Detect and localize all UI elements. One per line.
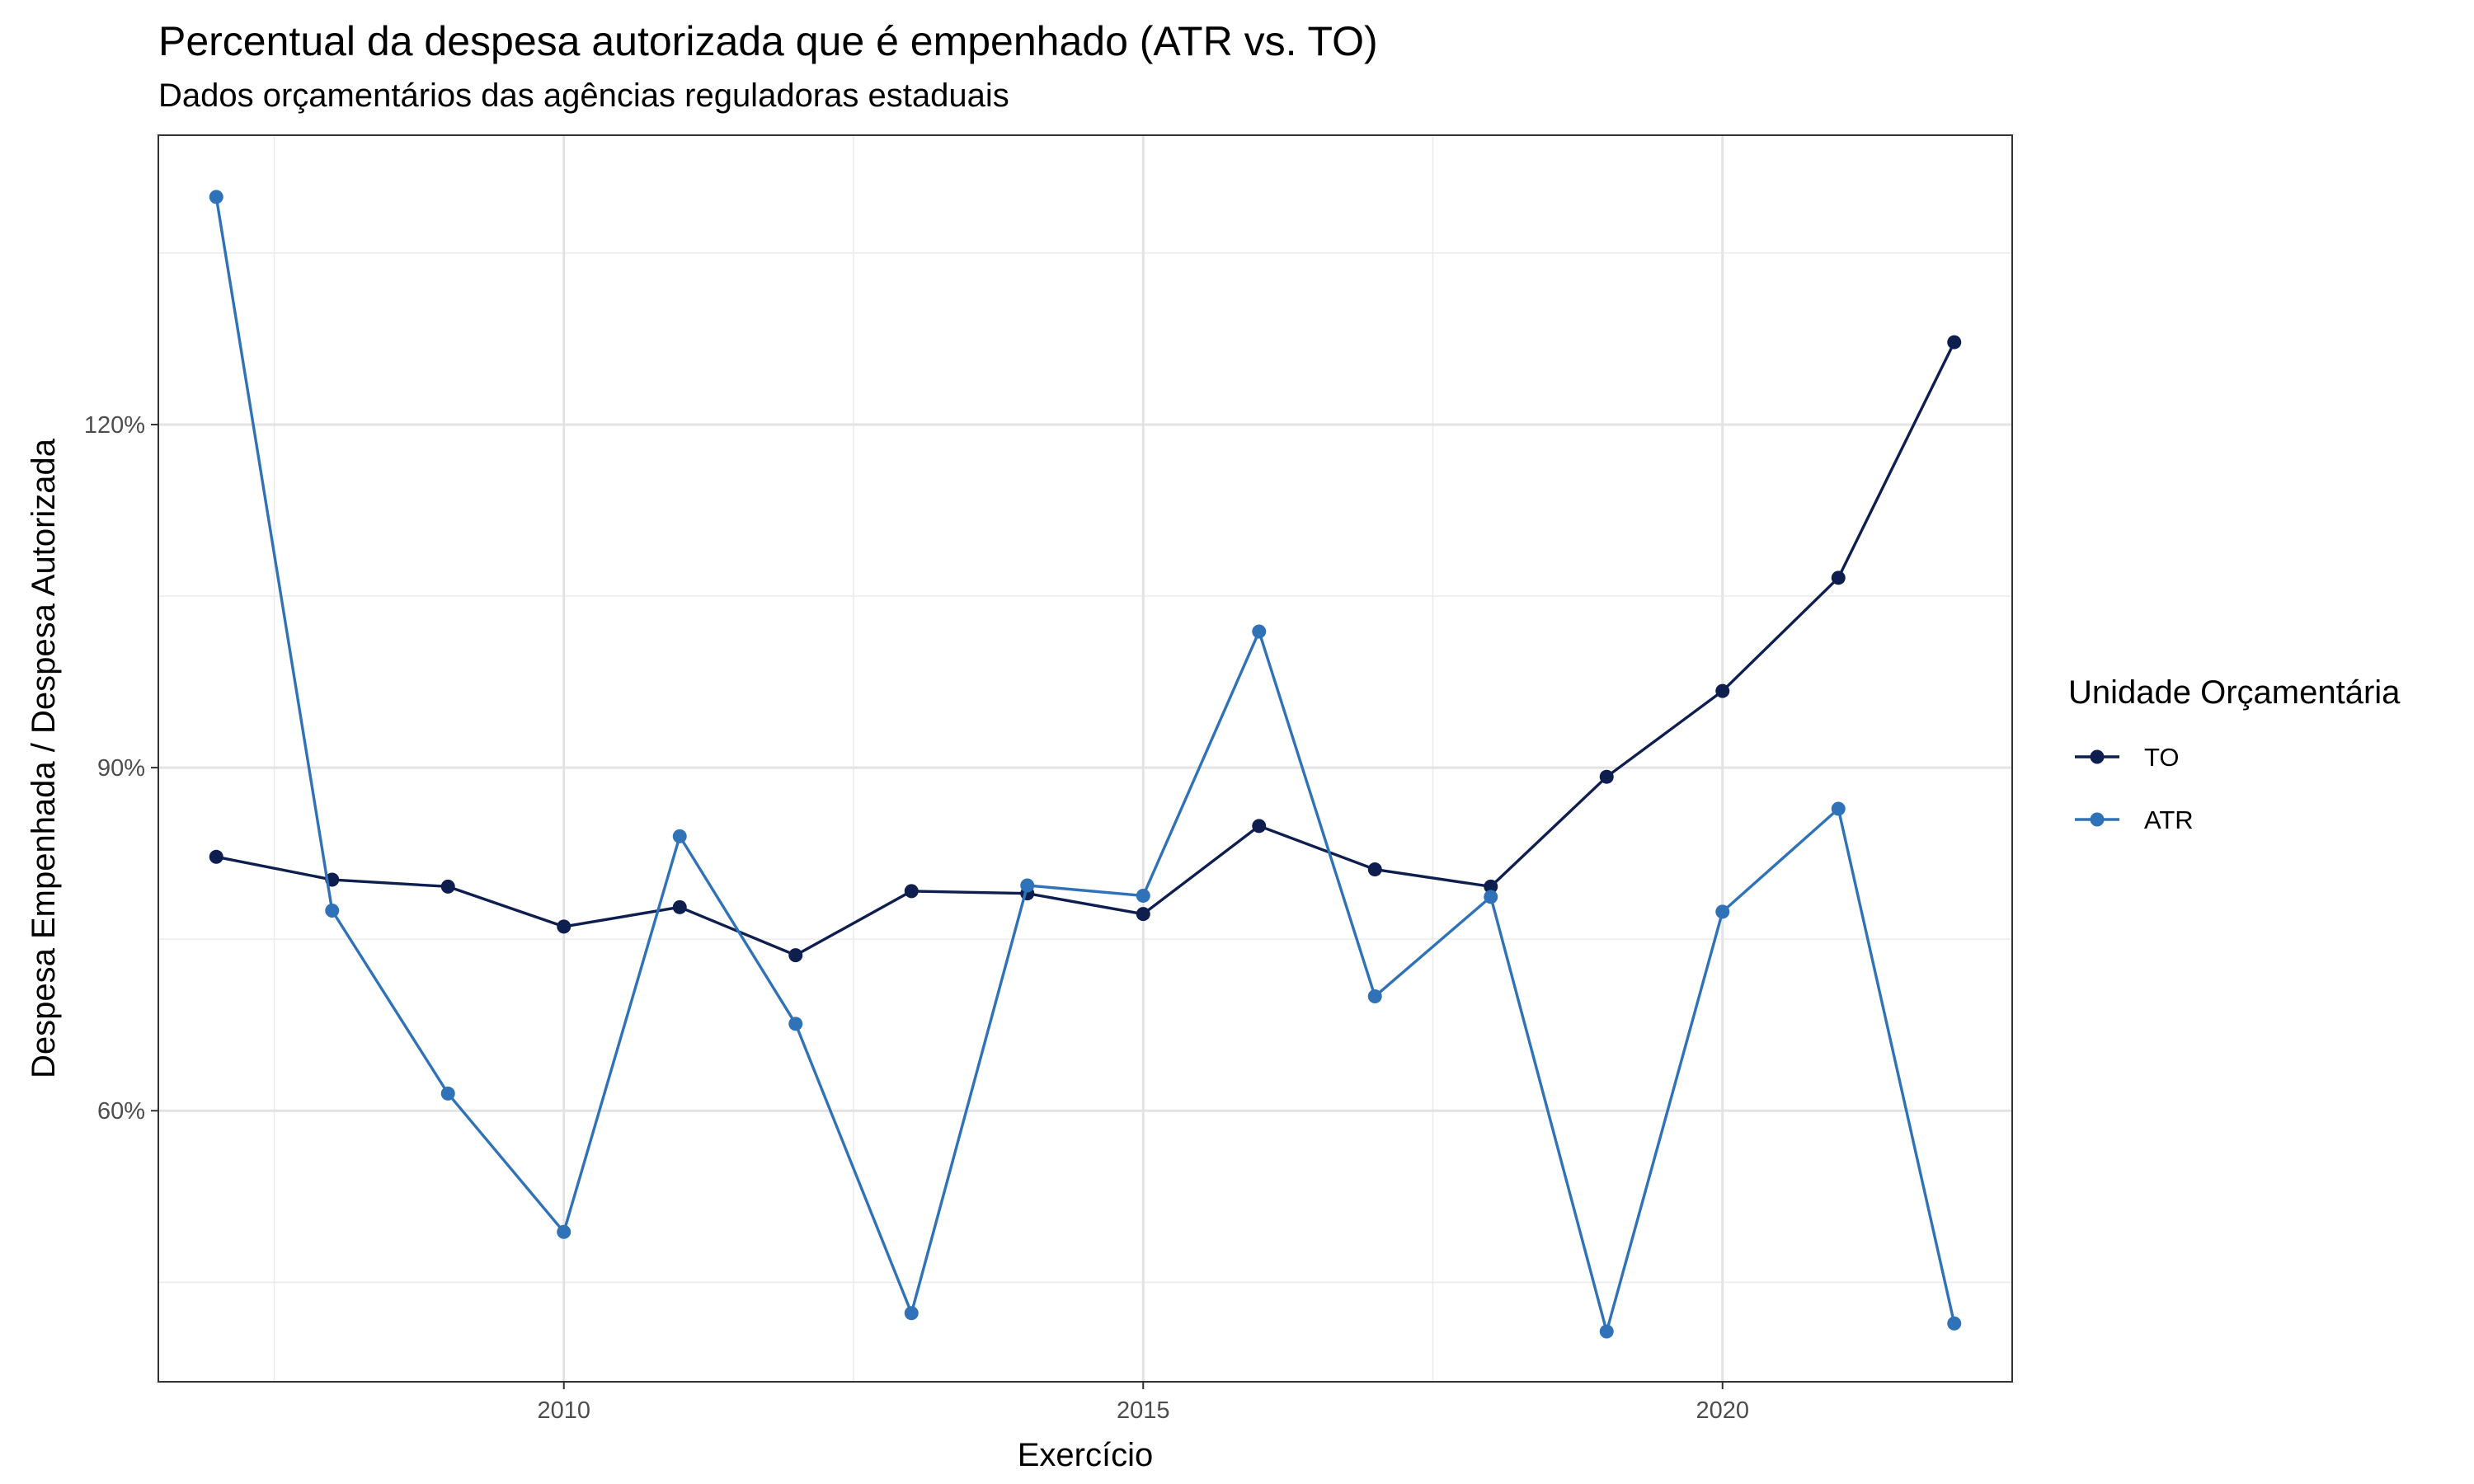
data-point-to — [209, 849, 223, 864]
data-point-atr — [904, 1306, 919, 1321]
grid-lines — [158, 135, 2013, 1382]
y-tick-label: 120% — [84, 412, 145, 439]
series-atr — [209, 190, 1962, 1339]
data-point-to — [1252, 819, 1267, 834]
chart-subtitle: Dados orçamentários das agências regulad… — [158, 77, 1009, 114]
legend-key-point — [2090, 812, 2105, 827]
y-tick-label: 60% — [97, 1098, 145, 1125]
data-point-atr — [1599, 1324, 1614, 1339]
data-point-to — [904, 884, 919, 899]
legend-items: TO ATR — [2075, 743, 2194, 834]
data-point-atr — [1136, 888, 1150, 903]
series-to — [209, 335, 1962, 963]
data-point-to — [1715, 683, 1730, 698]
data-point-to — [1947, 335, 1962, 350]
chart-title: Percentual da despesa autorizada que é e… — [158, 18, 1378, 64]
legend-label: ATR — [2144, 805, 2194, 834]
data-point-atr — [1831, 801, 1846, 816]
data-point-to — [1599, 769, 1614, 784]
data-point-to — [672, 899, 687, 914]
data-point-atr — [209, 190, 223, 204]
data-point-to — [788, 948, 803, 963]
plot-panel-background — [158, 135, 2012, 1382]
x-tick-label: 2010 — [537, 1397, 590, 1424]
legend-label: TO — [2144, 743, 2180, 772]
plot-panel-border — [158, 134, 2013, 1383]
data-point-to — [1831, 571, 1846, 585]
x-axis-title: Exercício — [1018, 1437, 1154, 1473]
data-series — [209, 190, 1962, 1339]
y-axis-title: Despesa Empenhada / Despesa Autorizada — [26, 438, 62, 1078]
series-line-atr — [214, 196, 1956, 1333]
data-point-atr — [1947, 1316, 1962, 1331]
legend-item-atr: ATR — [2075, 805, 2194, 834]
data-point-atr — [672, 829, 687, 843]
data-point-to — [1136, 907, 1150, 922]
legend-key-point — [2090, 749, 2105, 764]
legend-title: Unidade Orçamentária — [2068, 674, 2401, 711]
x-tick-label: 2015 — [1117, 1397, 1170, 1424]
legend: Unidade Orçamentária TO ATR — [2068, 674, 2401, 834]
data-point-atr — [1715, 904, 1730, 919]
data-point-atr — [788, 1017, 803, 1031]
data-point-atr — [557, 1224, 571, 1239]
x-tick-label: 2020 — [1696, 1397, 1749, 1424]
data-point-to — [1484, 879, 1498, 894]
legend-item-to: TO — [2075, 743, 2180, 772]
series-line-to — [215, 341, 1956, 957]
data-point-atr — [325, 903, 340, 918]
y-tick-label: 90% — [97, 755, 145, 782]
data-point-atr — [1367, 989, 1382, 1004]
data-point-atr — [1484, 890, 1498, 904]
data-point-atr — [1020, 878, 1035, 893]
data-point-atr — [440, 1086, 455, 1101]
axes: 2010 2015 2020 60% 90% 120% — [84, 412, 1749, 1424]
data-point-to — [557, 919, 571, 934]
data-point-to — [440, 879, 455, 894]
data-point-atr — [1252, 624, 1267, 639]
data-point-to — [1367, 862, 1382, 877]
